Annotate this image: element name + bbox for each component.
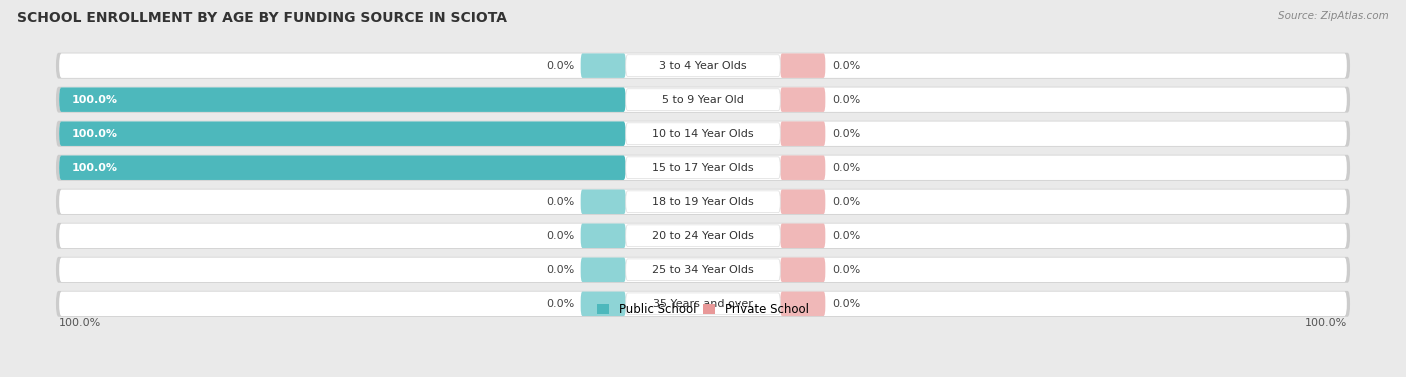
Text: Source: ZipAtlas.com: Source: ZipAtlas.com bbox=[1278, 11, 1389, 21]
FancyBboxPatch shape bbox=[626, 157, 780, 179]
FancyBboxPatch shape bbox=[780, 121, 825, 146]
FancyBboxPatch shape bbox=[59, 224, 1347, 248]
FancyBboxPatch shape bbox=[59, 87, 626, 112]
Text: 18 to 19 Year Olds: 18 to 19 Year Olds bbox=[652, 197, 754, 207]
FancyBboxPatch shape bbox=[626, 293, 780, 315]
Text: 0.0%: 0.0% bbox=[832, 163, 860, 173]
Text: 0.0%: 0.0% bbox=[832, 61, 860, 70]
FancyBboxPatch shape bbox=[59, 155, 1347, 180]
FancyBboxPatch shape bbox=[780, 257, 825, 282]
Text: 3 to 4 Year Olds: 3 to 4 Year Olds bbox=[659, 61, 747, 70]
Text: 0.0%: 0.0% bbox=[832, 95, 860, 105]
FancyBboxPatch shape bbox=[56, 53, 1350, 78]
Text: 25 to 34 Year Olds: 25 to 34 Year Olds bbox=[652, 265, 754, 275]
FancyBboxPatch shape bbox=[56, 155, 1350, 181]
Text: 10 to 14 Year Olds: 10 to 14 Year Olds bbox=[652, 129, 754, 139]
Text: 0.0%: 0.0% bbox=[832, 129, 860, 139]
Text: 100.0%: 100.0% bbox=[72, 163, 118, 173]
Text: 100.0%: 100.0% bbox=[72, 95, 118, 105]
FancyBboxPatch shape bbox=[56, 87, 1350, 113]
Text: 100.0%: 100.0% bbox=[72, 129, 118, 139]
Text: 100.0%: 100.0% bbox=[1305, 318, 1347, 328]
FancyBboxPatch shape bbox=[780, 54, 825, 78]
FancyBboxPatch shape bbox=[780, 190, 825, 214]
FancyBboxPatch shape bbox=[626, 259, 780, 280]
FancyBboxPatch shape bbox=[56, 291, 1350, 317]
Text: 0.0%: 0.0% bbox=[546, 197, 574, 207]
FancyBboxPatch shape bbox=[59, 291, 1347, 316]
FancyBboxPatch shape bbox=[59, 190, 1347, 214]
FancyBboxPatch shape bbox=[626, 123, 780, 145]
Text: 0.0%: 0.0% bbox=[832, 299, 860, 309]
Text: 0.0%: 0.0% bbox=[832, 231, 860, 241]
FancyBboxPatch shape bbox=[780, 291, 825, 316]
FancyBboxPatch shape bbox=[581, 190, 626, 214]
FancyBboxPatch shape bbox=[626, 191, 780, 213]
FancyBboxPatch shape bbox=[581, 257, 626, 282]
FancyBboxPatch shape bbox=[581, 54, 626, 78]
Text: 0.0%: 0.0% bbox=[546, 265, 574, 275]
FancyBboxPatch shape bbox=[59, 257, 1347, 282]
FancyBboxPatch shape bbox=[59, 54, 1347, 78]
FancyBboxPatch shape bbox=[780, 87, 825, 112]
Legend: Public School, Private School: Public School, Private School bbox=[593, 299, 813, 321]
FancyBboxPatch shape bbox=[59, 87, 1347, 112]
Text: 0.0%: 0.0% bbox=[546, 61, 574, 70]
FancyBboxPatch shape bbox=[59, 155, 626, 180]
FancyBboxPatch shape bbox=[626, 55, 780, 77]
FancyBboxPatch shape bbox=[581, 224, 626, 248]
FancyBboxPatch shape bbox=[56, 223, 1350, 249]
FancyBboxPatch shape bbox=[59, 121, 626, 146]
Text: 0.0%: 0.0% bbox=[832, 197, 860, 207]
FancyBboxPatch shape bbox=[581, 291, 626, 316]
FancyBboxPatch shape bbox=[626, 89, 780, 110]
FancyBboxPatch shape bbox=[780, 155, 825, 180]
FancyBboxPatch shape bbox=[626, 225, 780, 247]
Text: 20 to 24 Year Olds: 20 to 24 Year Olds bbox=[652, 231, 754, 241]
Text: 0.0%: 0.0% bbox=[546, 299, 574, 309]
FancyBboxPatch shape bbox=[56, 257, 1350, 283]
Text: 100.0%: 100.0% bbox=[59, 318, 101, 328]
Text: 5 to 9 Year Old: 5 to 9 Year Old bbox=[662, 95, 744, 105]
FancyBboxPatch shape bbox=[56, 121, 1350, 147]
Text: 15 to 17 Year Olds: 15 to 17 Year Olds bbox=[652, 163, 754, 173]
Text: 0.0%: 0.0% bbox=[832, 265, 860, 275]
FancyBboxPatch shape bbox=[780, 224, 825, 248]
Text: SCHOOL ENROLLMENT BY AGE BY FUNDING SOURCE IN SCIOTA: SCHOOL ENROLLMENT BY AGE BY FUNDING SOUR… bbox=[17, 11, 508, 25]
Text: 35 Years and over: 35 Years and over bbox=[652, 299, 754, 309]
FancyBboxPatch shape bbox=[56, 189, 1350, 215]
Text: 0.0%: 0.0% bbox=[546, 231, 574, 241]
FancyBboxPatch shape bbox=[59, 121, 1347, 146]
